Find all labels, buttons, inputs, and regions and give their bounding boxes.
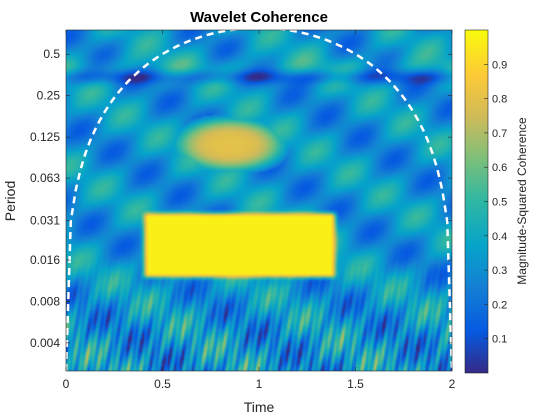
colorbar-tick-label: 0.7 (492, 128, 507, 140)
colorbar-tick-label: 0.9 (492, 59, 507, 71)
y-axis: 0.5 0.25 0.125 0.063 0.031 0.016 0.008 0.004 (30, 47, 452, 350)
plot-area (66, 30, 452, 371)
colorbar-tick-label: 0.6 (492, 162, 507, 174)
colorbar-gradient (465, 30, 488, 373)
colorbar-tick-label: 0.2 (492, 299, 507, 311)
y-tick-label: 0.031 (30, 213, 60, 227)
colorbar-tick-label: 0.3 (492, 265, 507, 277)
colorbar-tick-label: 0.4 (492, 231, 507, 243)
x-tick-label: 1 (256, 377, 263, 391)
y-tick-label: 0.004 (30, 336, 60, 350)
y-tick-label: 0.063 (30, 171, 60, 185)
x-tick-label: 0 (63, 377, 70, 391)
colorbar-tick-label: 0.8 (492, 94, 507, 106)
colorbar-tick-label: 0.1 (492, 334, 507, 346)
coherence-heatmap (66, 30, 452, 371)
colorbar-ticks: 0.1 0.2 0.3 0.4 0.5 0.6 0.7 0.8 0.9 (484, 59, 507, 346)
y-tick-label: 0.125 (30, 130, 60, 144)
chart-title: Wavelet Coherence (190, 9, 328, 26)
x-axis: 0 0.5 1 1.5 2 (63, 30, 456, 391)
colorbar: 0.1 0.2 0.3 0.4 0.5 0.6 0.7 0.8 0.9 Magnitude-Sq… (464, 29, 529, 374)
x-tick-label: 1.5 (347, 377, 364, 391)
y-axis-label: Period (2, 181, 18, 221)
y-tick-label: 0.008 (30, 294, 60, 308)
colorbar-label: Magnitude-Squared Coherence (515, 117, 529, 285)
y-tick-label: 0.5 (43, 47, 60, 61)
x-tick-label: 0.5 (154, 377, 171, 391)
colorbar-tick-label: 0.5 (492, 197, 507, 209)
y-tick-label: 0.25 (37, 89, 61, 103)
x-tick-label: 2 (449, 377, 456, 391)
cone-of-influence (66, 30, 452, 371)
y-tick-label: 0.016 (30, 253, 60, 267)
x-axis-label: Time (244, 399, 275, 415)
